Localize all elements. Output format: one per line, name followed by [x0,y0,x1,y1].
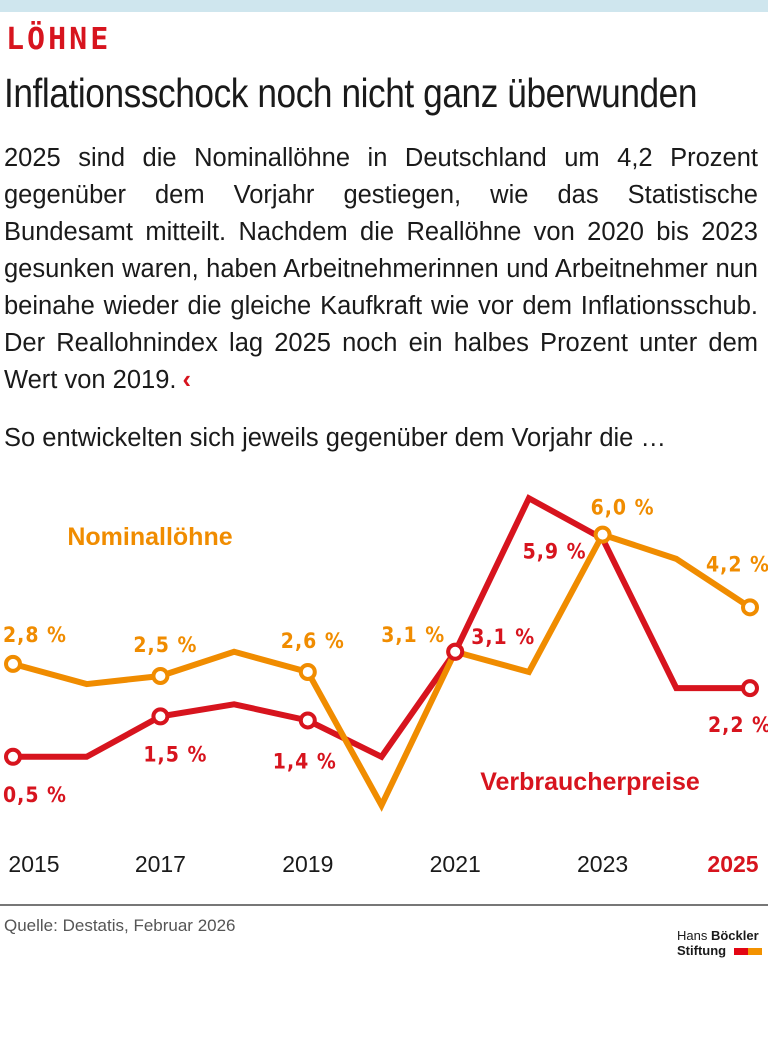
cpi-marker-2015 [4,747,22,766]
x-tick-label-2019: 2019 [282,851,333,877]
nominal-marker-2019 [298,662,317,681]
logo-text-bold-2: Stiftung [677,943,727,958]
page-title: Inflationsschock noch nicht ganz überwun… [4,70,698,116]
nominal-marker-2017 [151,667,170,685]
nominal-marker-2023 [593,525,612,544]
logo-red-bar [733,948,748,956]
nominal-data-label-2017: 2,5 % [133,633,197,657]
series-line-nominal [12,530,752,812]
intro-text: 2025 sind die Nominallöhne in Deutschlan… [4,140,758,399]
series-line-cpi [13,494,750,761]
kicker: LÖHNE [6,22,112,57]
nominal-legend-label: Nominallöhne [67,523,232,551]
x-tick-label-2025: 2025 [707,851,758,877]
nominal-data-label-2023: 6,0 % [591,496,655,520]
x-tick-label-2015: 2015 [8,851,59,877]
cpi-marker-2019 [298,711,317,730]
nominal-marker-2015 [4,654,22,673]
intro-body: 2025 sind die Nominallöhne in Deutschlan… [4,144,758,394]
logo-text: Hans [677,928,711,943]
nominal-data-label-2025: 4,2 % [706,552,768,576]
end-mark: ‹ [182,366,191,394]
nominal-data-label-2021: 3,1 % [381,623,445,647]
cpi-marker-2017 [151,707,170,726]
cpi-marker-2021 [446,642,465,661]
cpi-legend-label: Verbraucherpreise [480,768,700,796]
cpi-data-label-2017: 1,5 % [143,742,207,766]
logo-text-bold: Böckler [710,928,759,943]
cpi-data-label-2023: 5,9 % [523,540,587,564]
nominal-data-label-2015: 2,8 % [3,623,67,647]
chart-lead: So entwickelten sich jeweils gegenüber d… [4,424,666,452]
x-tick-label-2017: 2017 [135,851,186,877]
line-chart: 2,8 % 2,5 % 2,6 % 3,1 % 6,0 % 4,2 % Nominallöh… [3,494,768,877]
cpi-data-label-2015: 0,5 % [3,783,67,807]
logo: Hans Böckler Stiftung [677,928,762,958]
cpi-marker-2025 [741,679,759,698]
nominal-data-label-2019: 2,6 % [281,629,345,653]
logo-orange-bar [747,948,762,956]
cpi-data-label-2019: 1,4 % [273,749,337,773]
source: Quelle: Destatis, Februar 2026 [4,916,236,935]
cpi-data-label-2025: 2,2 % [708,713,768,737]
x-tick-label-2021: 2021 [430,851,481,877]
cpi-data-label-2021: 3,1 % [471,625,535,649]
divider [0,904,768,906]
top-bar [0,0,768,12]
nominal-marker-2025 [741,598,759,617]
x-tick-label-2023: 2023 [577,851,628,877]
